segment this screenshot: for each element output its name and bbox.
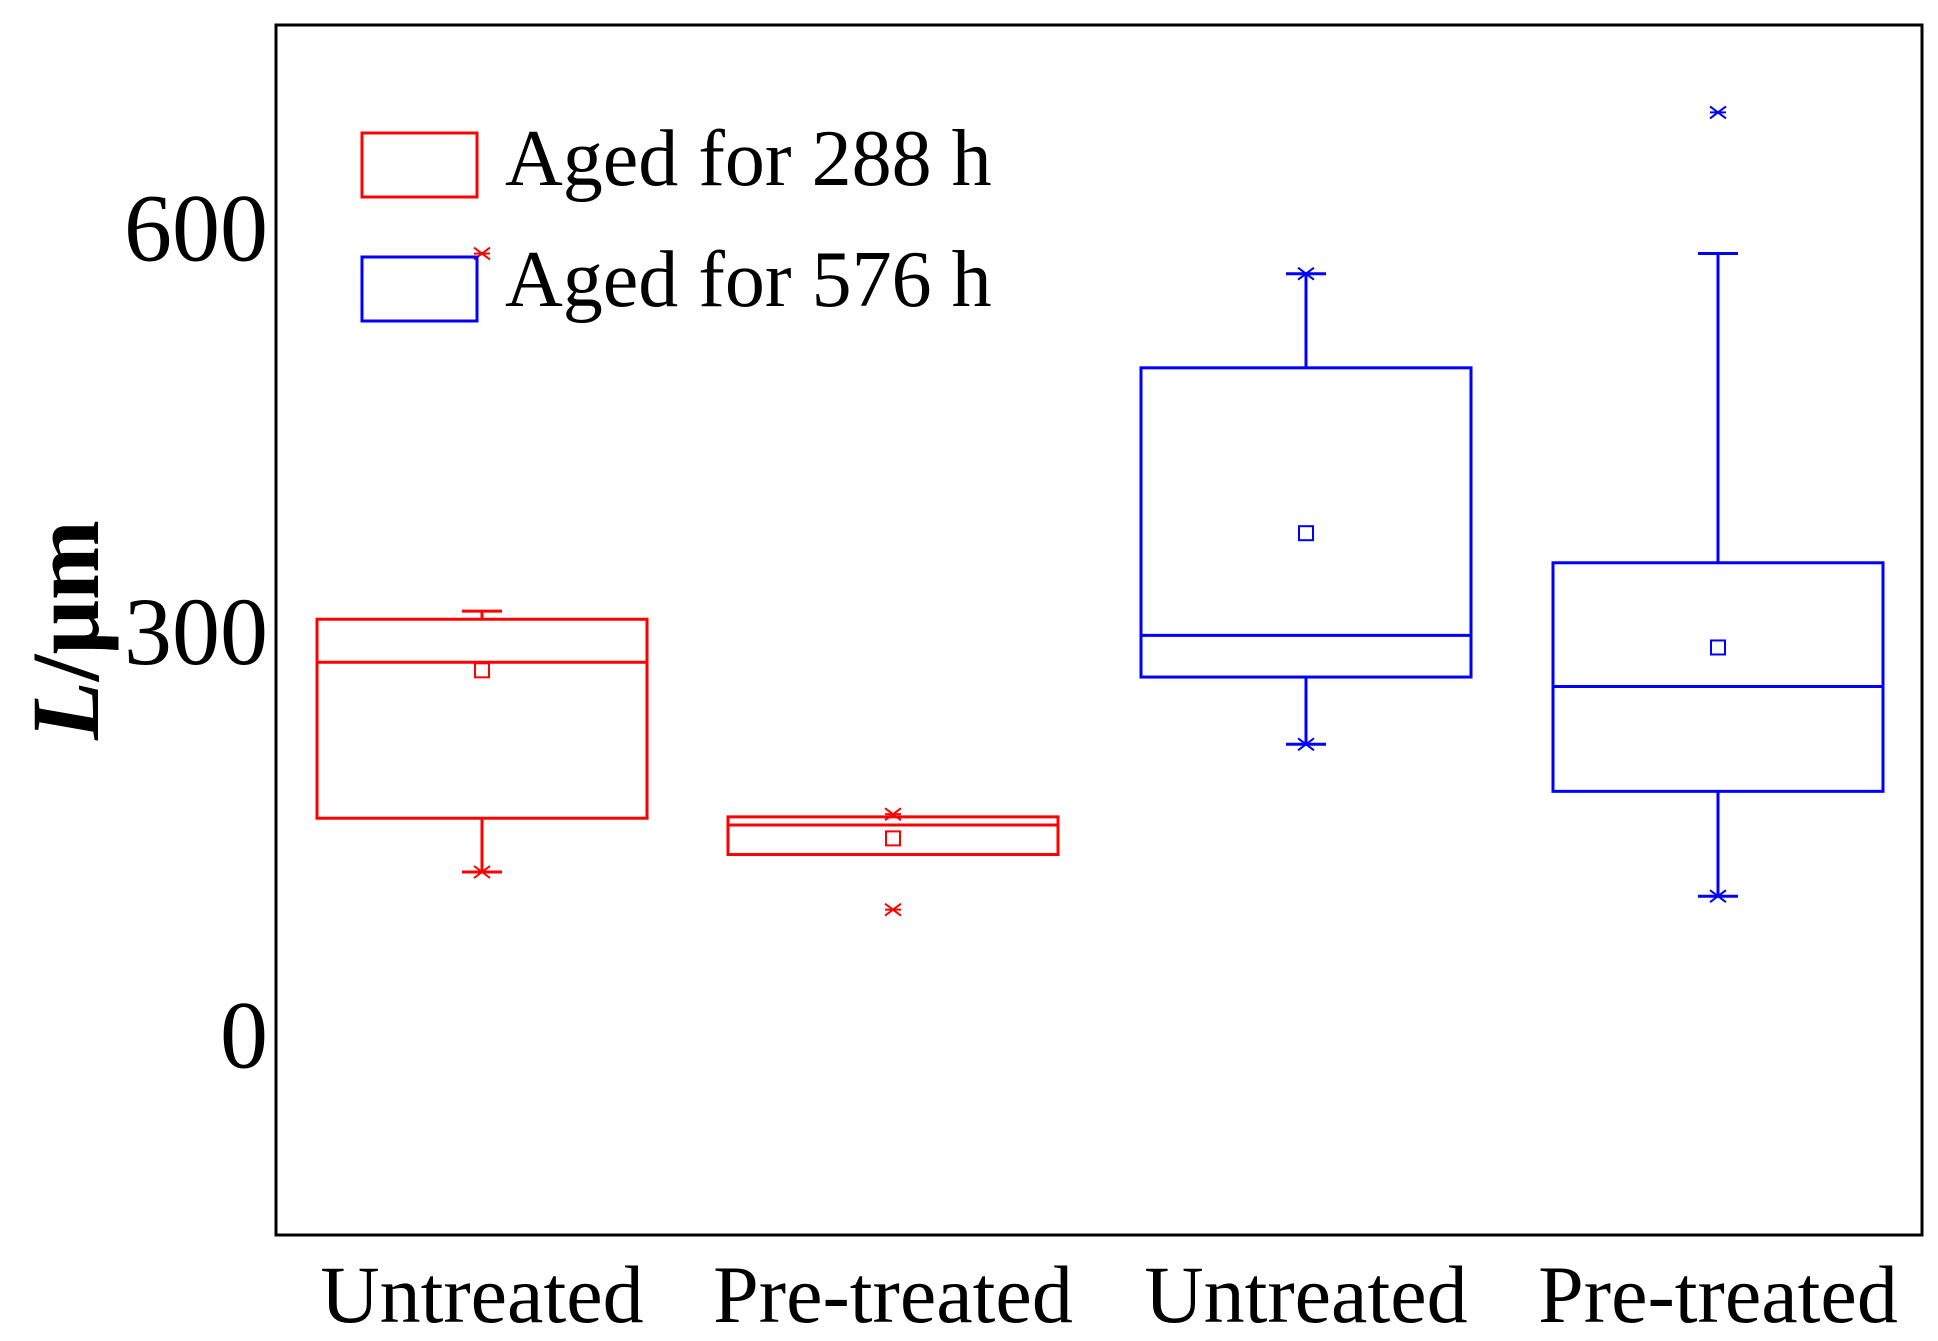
legend-swatch-576h [360, 255, 479, 323]
min-marker-2 [884, 902, 902, 917]
box-2 [726, 807, 1060, 917]
box-4 [1551, 105, 1885, 904]
legend: Aged for 288 h Aged for 576 h [360, 115, 992, 324]
y-axis-label-italic: L [12, 681, 119, 741]
max-marker-4 [1709, 105, 1727, 120]
y-tick-label-600: 600 [124, 175, 268, 282]
mean-marker-1 [474, 662, 490, 679]
iqr-box-4 [1551, 561, 1885, 793]
plot-frame [274, 23, 1924, 1237]
mean-marker-2 [885, 830, 901, 847]
box-series [315, 105, 1885, 917]
iqr-box-1 [315, 617, 649, 820]
min-marker-4 [1709, 889, 1727, 904]
y-axis-ticks: 0 300 600 [124, 175, 268, 1089]
svg-text:L/μm: L/μm [12, 520, 119, 741]
iqr-box-2 [726, 815, 1060, 857]
min-marker-3 [1297, 737, 1315, 752]
max-marker-3 [1297, 266, 1315, 281]
mean-marker-4 [1710, 639, 1726, 656]
x-axis-category-labels: Untreated Pre-treated Untreated Pre-treated [320, 1249, 1897, 1340]
box-1 [315, 246, 649, 879]
x-category-label-2: Pre-treated [713, 1249, 1073, 1340]
legend-swatch-288h [360, 131, 479, 199]
mean-marker-3 [1298, 525, 1314, 542]
legend-label-288h: Aged for 288 h [505, 115, 992, 203]
max-marker-2 [884, 807, 902, 821]
x-category-label-3: Untreated [1144, 1249, 1467, 1340]
y-tick-label-0: 0 [220, 981, 268, 1088]
iqr-box-3 [1139, 366, 1473, 679]
y-axis-label-unit: /μm [12, 520, 119, 682]
y-tick-label-300: 300 [124, 578, 268, 685]
min-marker-1 [473, 865, 491, 879]
box-3 [1139, 266, 1473, 752]
y-axis-label: L/μm [12, 520, 119, 741]
x-category-label-4: Pre-treated [1538, 1249, 1898, 1340]
legend-label-576h: Aged for 576 h [505, 236, 992, 324]
x-category-label-1: Untreated [320, 1249, 643, 1340]
